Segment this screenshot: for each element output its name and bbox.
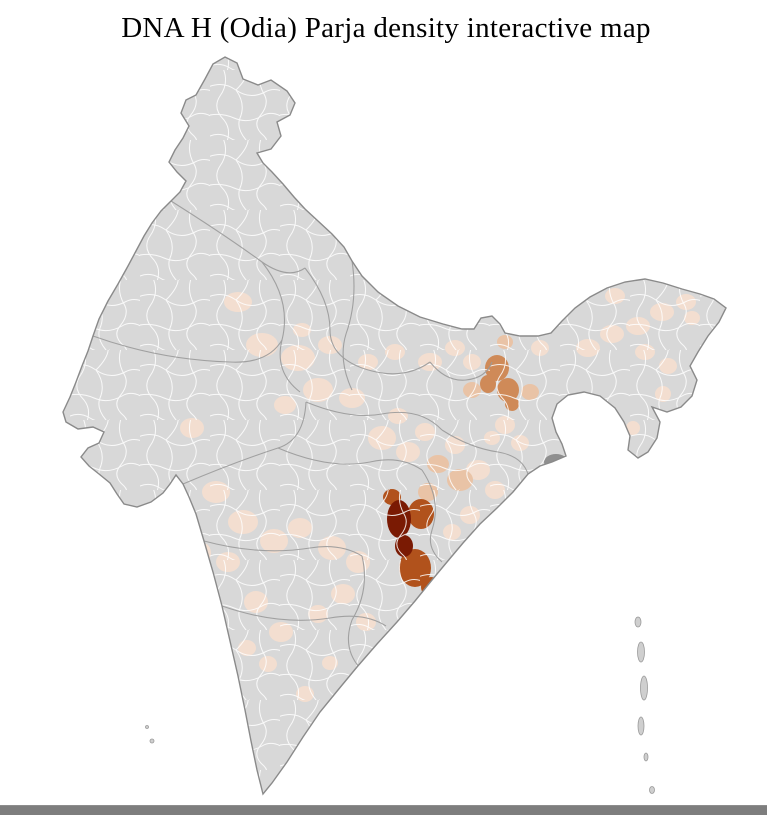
state-borders [92, 200, 529, 669]
bottom-scrollbar[interactable] [0, 805, 767, 815]
map-title: DNA H (Odia) Parja density interactive m… [121, 12, 651, 44]
district-borders-overlay [63, 57, 726, 794]
island-chain [145, 616, 655, 794]
